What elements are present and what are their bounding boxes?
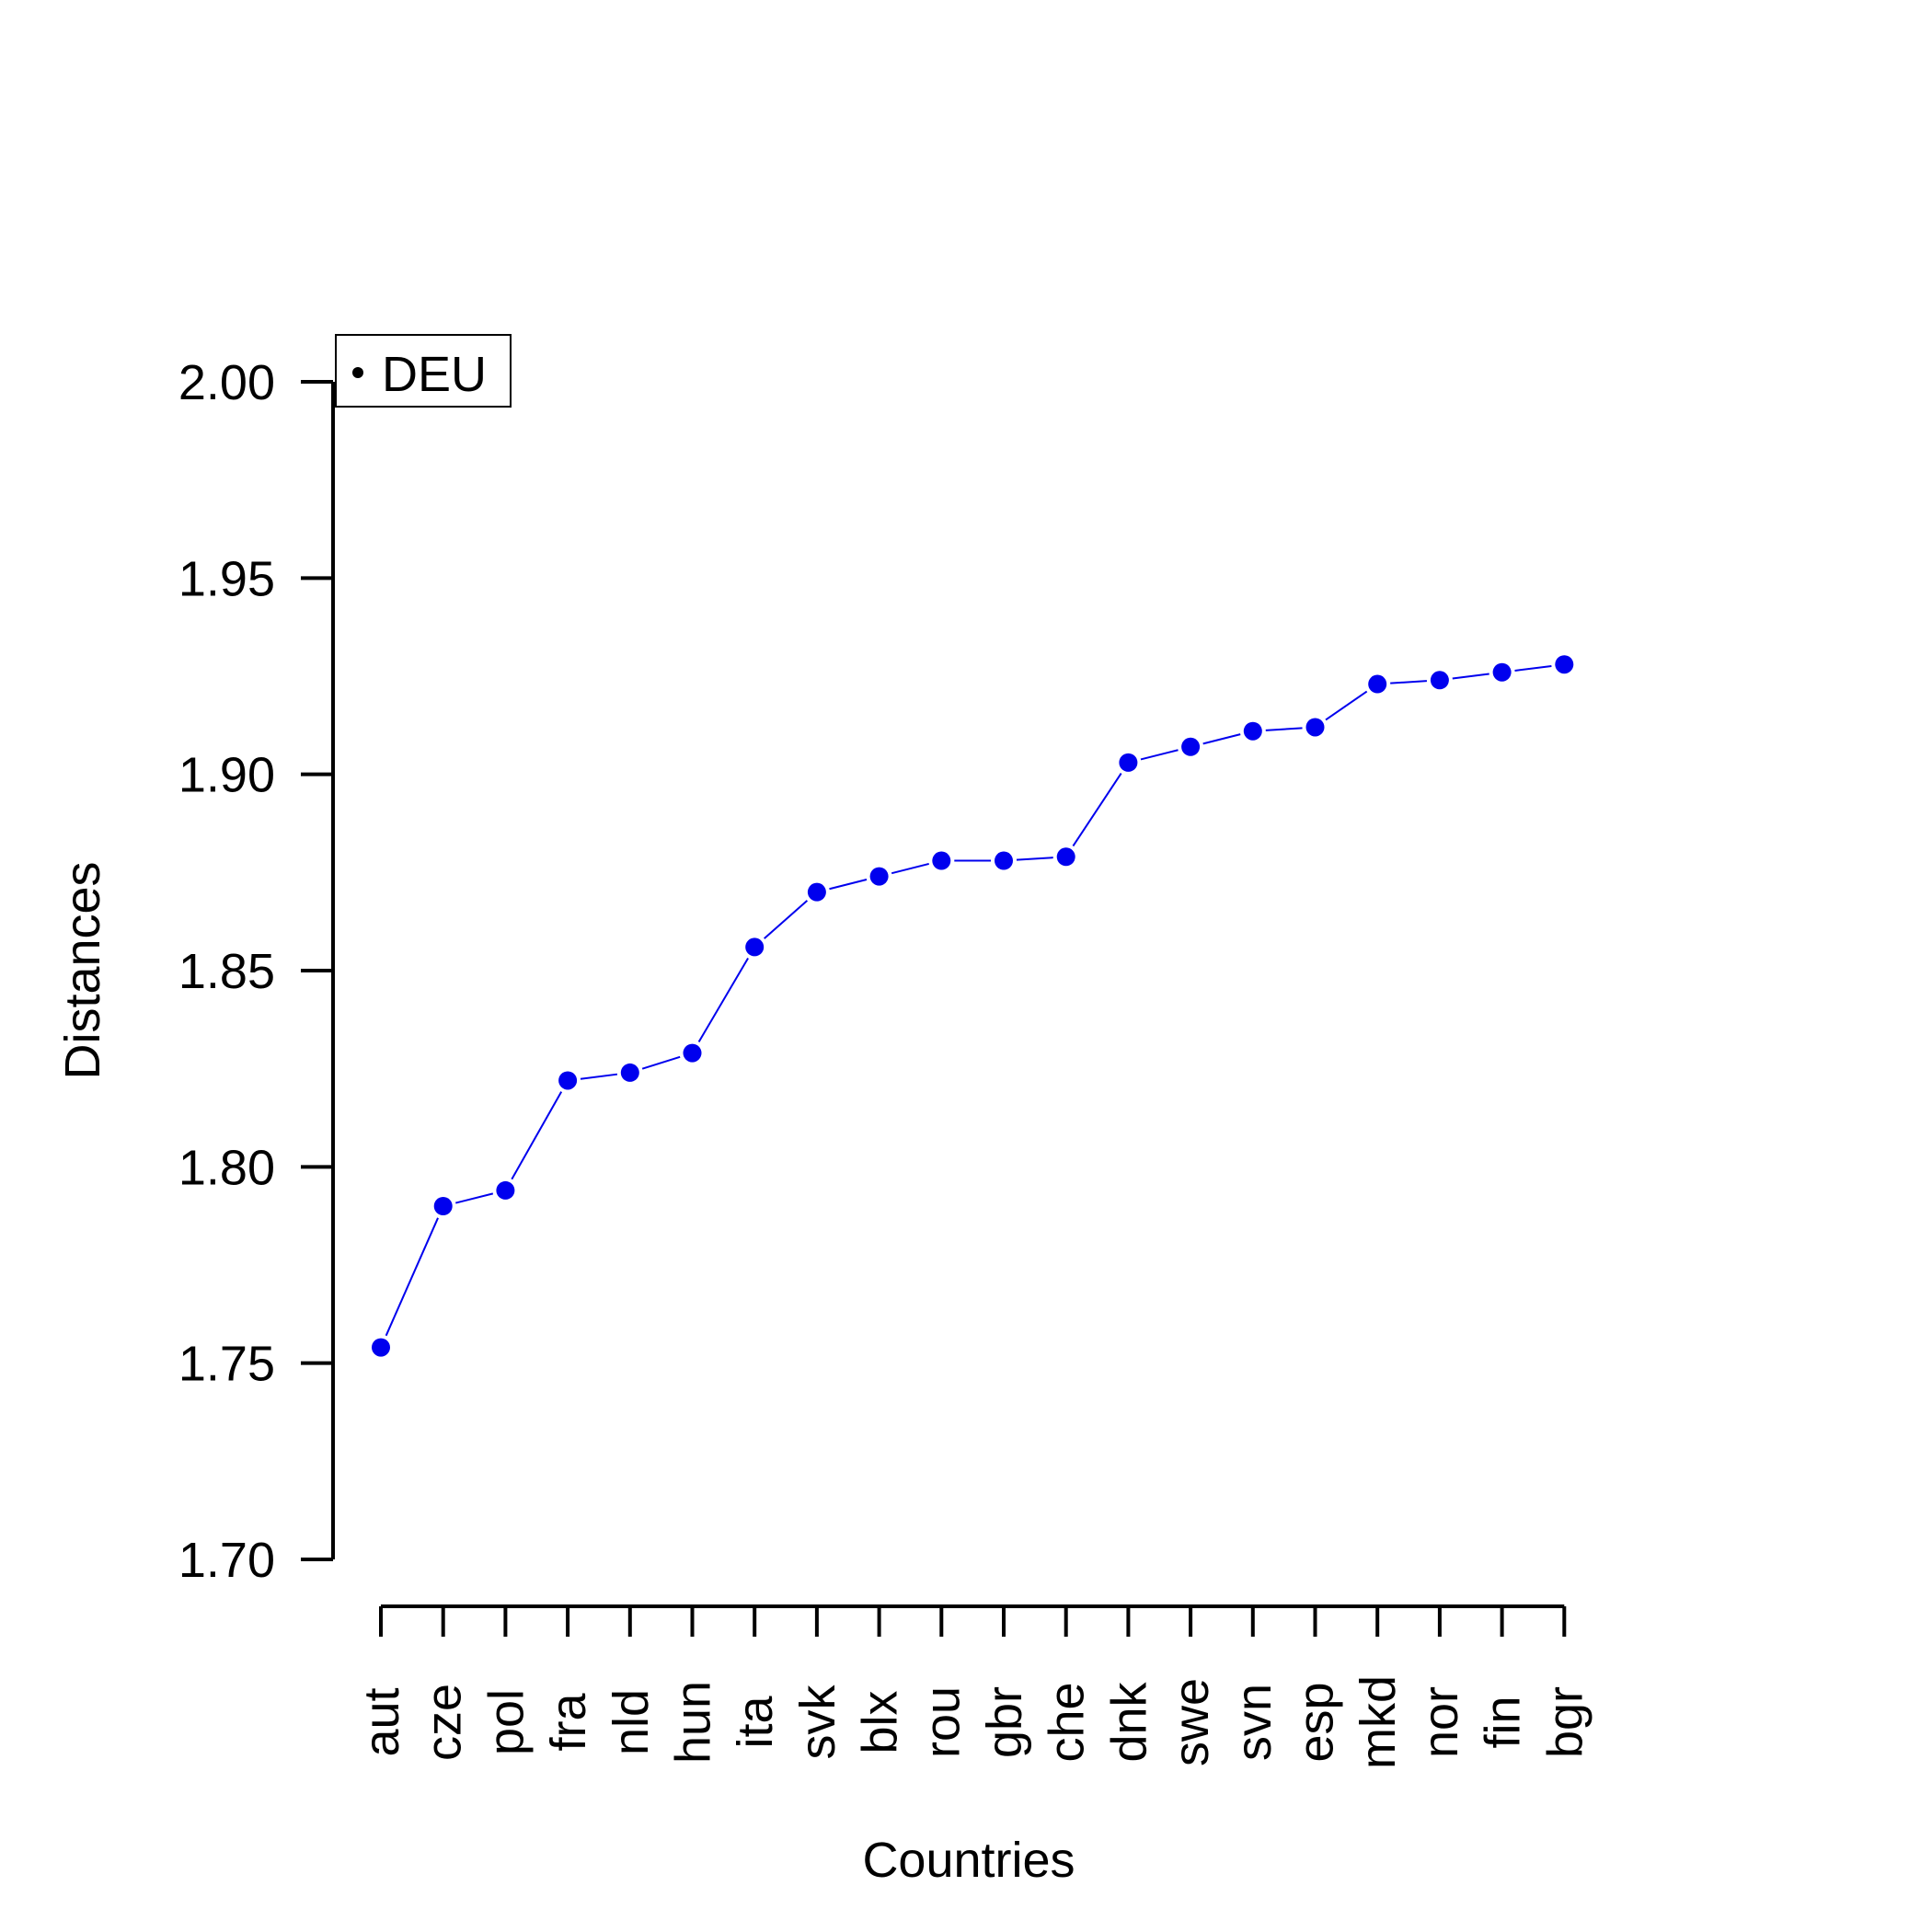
x-tick-label: pol <box>478 1689 534 1755</box>
line-segment <box>580 1073 618 1080</box>
x-tick-label: ita <box>728 1696 783 1749</box>
x-tick-label: rou <box>914 1686 970 1758</box>
x-tick-label: esp <box>1289 1682 1344 1762</box>
line-segment <box>697 957 749 1043</box>
x-axis: aut cze pol fra nld hun ita svk blx rou gbr che dnk s… <box>354 1604 1593 1769</box>
data-point <box>1555 655 1574 674</box>
legend-box <box>335 334 512 408</box>
data-point <box>1430 671 1449 690</box>
data-point <box>932 851 951 870</box>
x-tick-label: mkd <box>1351 1675 1406 1769</box>
data-point <box>807 882 826 902</box>
line-segment <box>764 900 809 939</box>
data-point <box>1492 662 1512 682</box>
x-tick-label: blx <box>853 1690 908 1754</box>
y-axis: 1.70 1.75 1.80 1.85 1.90 1.95 2.00 <box>178 355 335 1588</box>
data-point <box>869 867 889 886</box>
x-tick-label: fin <box>1476 1696 1531 1748</box>
y-tick-label: 1.75 <box>178 1337 275 1392</box>
x-tick-label: dnk <box>1101 1681 1156 1762</box>
x-tick-label: fra <box>541 1693 596 1752</box>
line-segment <box>1325 690 1368 721</box>
line-segment <box>511 1091 563 1180</box>
data-point <box>558 1071 578 1090</box>
line-segment <box>891 862 929 875</box>
data-point <box>433 1197 453 1215</box>
data-point <box>1368 674 1387 694</box>
x-tick-label: che <box>1040 1682 1095 1762</box>
line-segment <box>1390 680 1427 684</box>
y-axis-title: Distances <box>55 861 110 1079</box>
line-segment <box>1452 673 1489 680</box>
data-point <box>1056 847 1075 867</box>
x-tick-label: bgr <box>1537 1686 1593 1758</box>
x-tick-label: aut <box>354 1687 409 1756</box>
y-tick-label: 1.70 <box>178 1533 275 1588</box>
x-tick-label: nor <box>1413 1686 1468 1758</box>
x-tick-label: cze <box>417 1684 472 1761</box>
x-tick-label: nld <box>604 1689 659 1755</box>
y-tick-label: 1.85 <box>178 944 275 999</box>
y-tick-label: 1.90 <box>178 748 275 803</box>
data-point <box>1181 737 1201 756</box>
x-tick-label: swe <box>1164 1678 1219 1766</box>
data-point <box>620 1063 639 1082</box>
line-segment <box>1202 733 1241 745</box>
line-segment <box>1514 664 1552 672</box>
line-segment <box>1016 857 1053 861</box>
y-tick-label: 1.80 <box>178 1140 275 1195</box>
x-tick-label: hun <box>666 1681 721 1764</box>
x-tick-label: gbr <box>977 1686 1032 1758</box>
legend-marker <box>352 367 363 378</box>
data-point <box>372 1338 390 1357</box>
line-segment <box>1072 772 1122 847</box>
line-segment <box>385 1217 439 1337</box>
line-segment <box>1140 749 1179 761</box>
data-points <box>372 655 1574 1357</box>
legend-label: DEU <box>382 347 487 402</box>
data-point <box>683 1043 702 1063</box>
x-tick-label: svn <box>1226 1684 1282 1761</box>
data-point <box>1243 721 1262 741</box>
data-point <box>1119 753 1138 772</box>
x-axis-title: Countries <box>862 1833 1075 1888</box>
data-point <box>745 937 765 957</box>
series-line <box>385 664 1552 1337</box>
y-tick-label: 1.95 <box>178 551 275 606</box>
line-segment <box>455 1192 494 1204</box>
data-point <box>1305 718 1325 737</box>
line-segment <box>641 1055 681 1070</box>
data-point <box>995 851 1013 870</box>
data-point <box>496 1180 515 1200</box>
line-segment <box>1265 727 1303 731</box>
y-tick-label: 2.00 <box>178 355 275 410</box>
line-segment <box>829 879 868 891</box>
legend: DEU <box>335 334 512 408</box>
x-tick-label: svk <box>790 1685 845 1760</box>
